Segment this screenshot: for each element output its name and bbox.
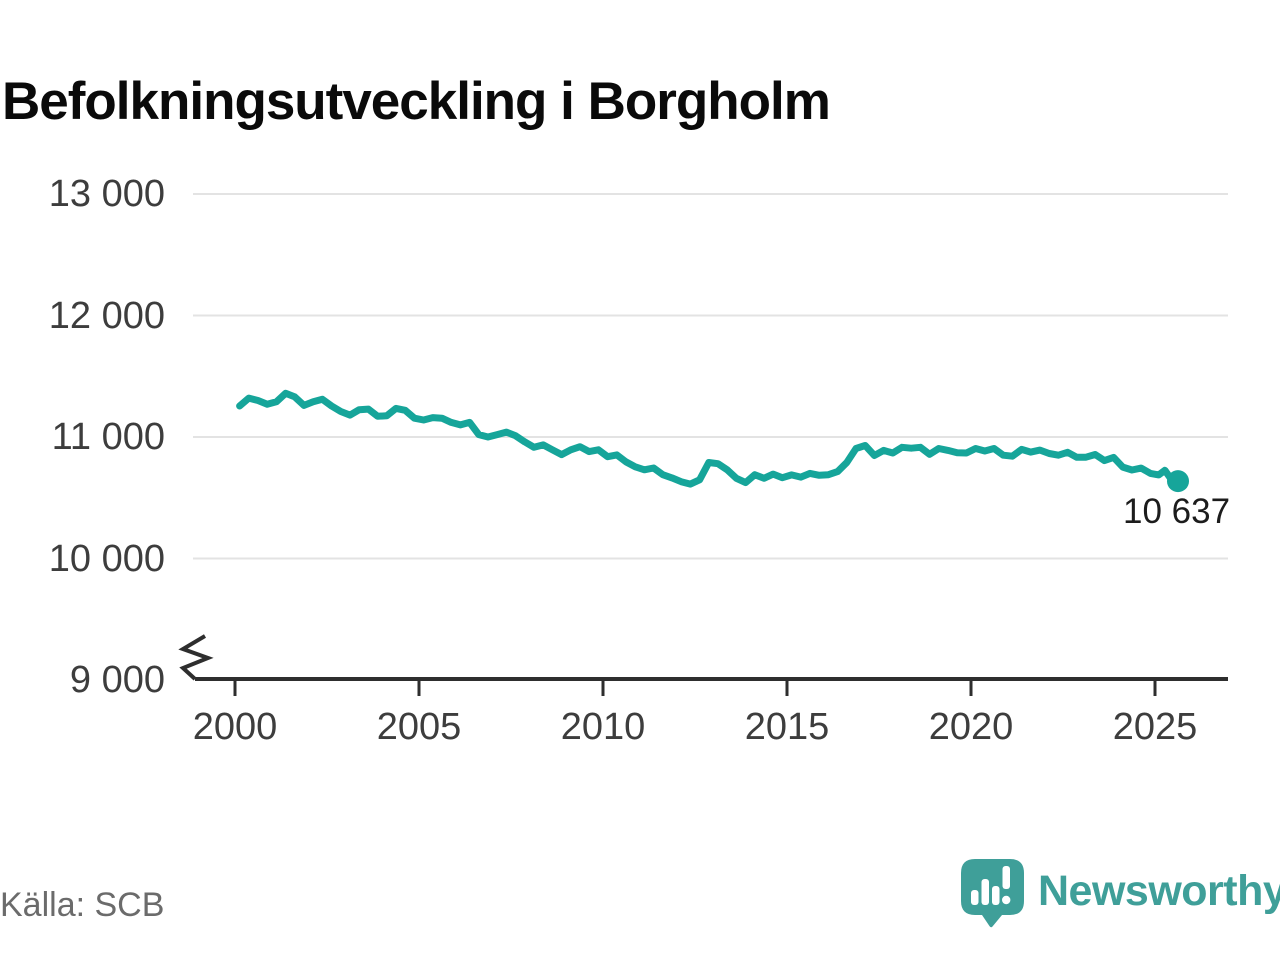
y-tick-label: 9 000: [69, 659, 165, 701]
chart-title: Befolkningsutveckling i Borgholm: [2, 71, 831, 131]
y-tick-label: 10 000: [48, 537, 165, 580]
logo-bar-2: [981, 879, 989, 905]
axis-break-icon: [178, 634, 214, 681]
axis-layer: [178, 634, 1228, 696]
x-tick-marks: [233, 679, 1157, 696]
last-value-dot: [1167, 470, 1189, 493]
source-label: Källa: SCB: [0, 886, 165, 924]
logo-exclamation-bar: [1002, 866, 1010, 889]
y-tick-label: 11 000: [51, 416, 165, 458]
x-tick-label: 2010: [560, 706, 646, 748]
x-tick-label: 2000: [192, 706, 278, 748]
gridlines: [193, 193, 1228, 560]
y-tick-label: 13 000: [48, 173, 165, 215]
last-value-label: 10 637: [1123, 492, 1231, 532]
y-tick-label: 12 000: [48, 294, 165, 337]
logo-bar-1: [971, 890, 979, 905]
x-tick-label: 2005: [376, 706, 462, 748]
x-tick-label: 2020: [928, 706, 1014, 748]
x-tick-label: 2025: [1112, 706, 1198, 748]
population-line: [236, 389, 1182, 489]
x-tick-label: 2015: [744, 706, 830, 748]
logo-speech-bubble-icon: [961, 859, 1024, 928]
logo-wordmark: Newsworthy: [1038, 867, 1280, 915]
newsworthy-logo: Newsworthy: [961, 859, 1280, 928]
logo-exclamation-dot: [1002, 895, 1011, 905]
logo-bar-3: [992, 886, 1000, 905]
